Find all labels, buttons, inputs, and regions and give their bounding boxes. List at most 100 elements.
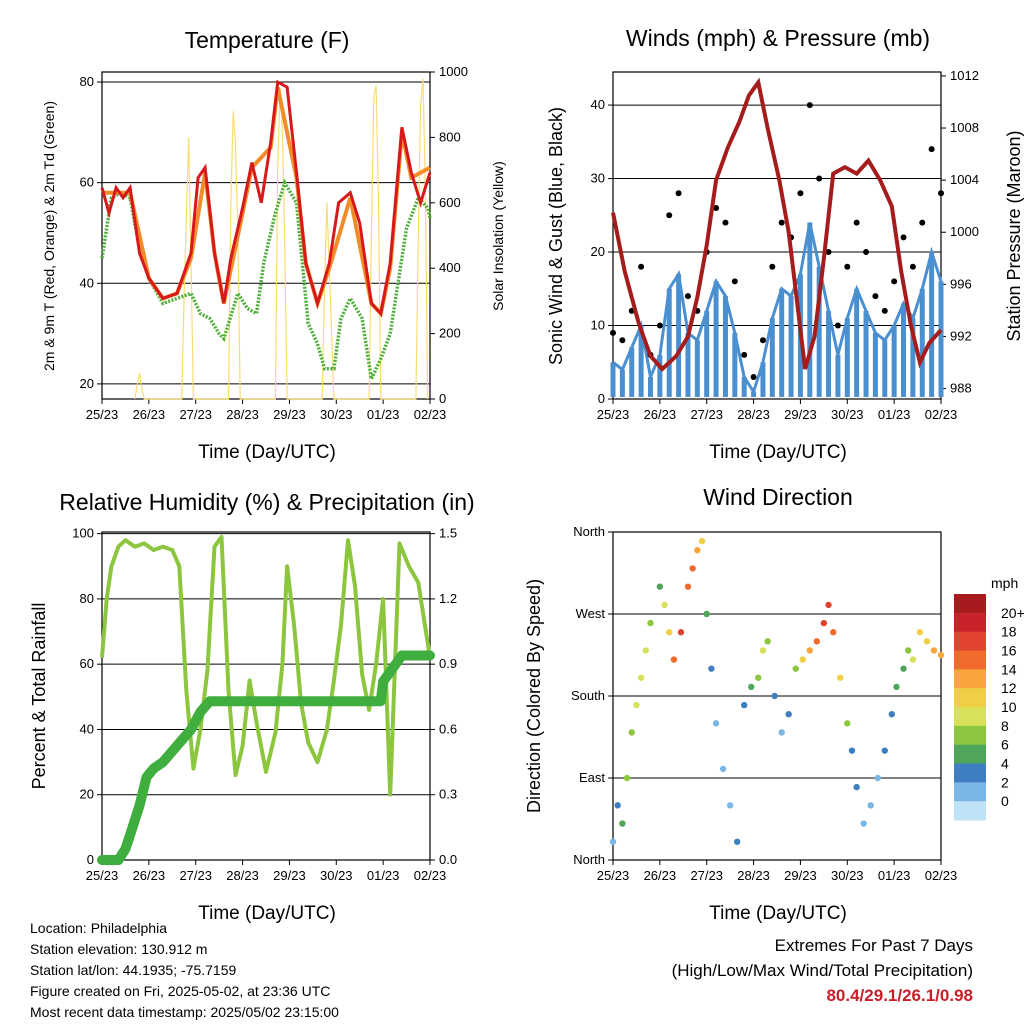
figure-created: Figure created on Fri, 2025-05-02, at 23… bbox=[30, 983, 331, 999]
x-tick-label: 26/23 bbox=[133, 407, 166, 422]
direction-point bbox=[755, 674, 762, 681]
direction-point bbox=[844, 720, 851, 727]
solar-insolation-line bbox=[134, 78, 429, 400]
direction-point bbox=[637, 674, 645, 681]
gust-point bbox=[938, 190, 944, 197]
y2-tick-label: 988 bbox=[950, 381, 972, 396]
x-tick-label: 29/23 bbox=[784, 868, 817, 883]
y-tick-label: South bbox=[571, 688, 605, 703]
y2-tick-label: 1012 bbox=[950, 68, 979, 83]
y-tick-label: 100 bbox=[72, 526, 94, 541]
direction-point bbox=[609, 838, 617, 845]
x-tick-label: 26/23 bbox=[133, 868, 166, 883]
legend-swatch bbox=[954, 763, 986, 783]
direction-point bbox=[905, 647, 912, 654]
direction-point bbox=[937, 651, 945, 659]
y-tick-label: 20 bbox=[591, 244, 605, 259]
y-axis-label: Percent & Total Rainfall bbox=[29, 603, 49, 790]
recent-timestamp: Most recent data timestamp: 2025/05/02 2… bbox=[30, 1004, 339, 1020]
x-tick-label: 01/23 bbox=[367, 868, 400, 883]
legend-label: 14 bbox=[1001, 661, 1017, 677]
legend-swatch bbox=[954, 725, 986, 746]
gust-point bbox=[806, 102, 813, 109]
wind-line bbox=[612, 222, 943, 396]
y2-tick-label: 0.0 bbox=[439, 852, 457, 867]
direction-point bbox=[759, 647, 767, 654]
y2-tick-label: 200 bbox=[439, 326, 461, 341]
gust-point bbox=[881, 307, 888, 314]
plot-frame bbox=[101, 531, 431, 861]
direction-point bbox=[633, 701, 640, 709]
legend-label: 18 bbox=[1001, 624, 1017, 640]
gust-point bbox=[619, 337, 626, 344]
legend-swatch bbox=[954, 612, 986, 633]
direction-point bbox=[642, 647, 649, 654]
y2-axis-label: Solar Insolation (Yellow) bbox=[490, 161, 506, 311]
direction-point bbox=[785, 711, 792, 718]
x-tick-label: 02/23 bbox=[414, 868, 447, 883]
station-location: Location: Philadelphia bbox=[30, 920, 167, 936]
pressure-line bbox=[611, 77, 943, 372]
gust-point bbox=[638, 263, 645, 270]
y-tick-label: West bbox=[576, 606, 606, 621]
extremes-title: Extremes For Past 7 Days bbox=[774, 936, 973, 955]
direction-point bbox=[703, 610, 710, 618]
y-tick-label: 60 bbox=[80, 175, 94, 190]
x-tick-label: 25/23 bbox=[597, 407, 630, 422]
y-axis-label: 2m & 9m T (Red, Orange) & 2m Td (Green) bbox=[41, 101, 57, 371]
y-tick-label: 40 bbox=[80, 275, 94, 290]
legend-label: 16 bbox=[1001, 643, 1017, 659]
y2-tick-label: 600 bbox=[439, 195, 461, 210]
direction-point bbox=[708, 665, 715, 672]
station-info: Location: Philadelphia Station elevation… bbox=[30, 918, 339, 1023]
y-tick-label: 20 bbox=[80, 376, 94, 391]
y-tick-label: 20 bbox=[80, 787, 94, 802]
gust-point bbox=[834, 322, 841, 329]
direction-point bbox=[764, 638, 771, 645]
y2-tick-label: 800 bbox=[439, 129, 461, 144]
gust-point bbox=[769, 263, 776, 270]
extremes-subtitle: (High/Low/Max Wind/Total Precipitation) bbox=[671, 961, 973, 980]
y-tick-label: 40 bbox=[591, 97, 605, 112]
gust-point bbox=[656, 322, 663, 329]
y-tick-label: North bbox=[573, 524, 605, 539]
direction-point bbox=[666, 629, 673, 636]
direction-point bbox=[719, 765, 727, 773]
direction-point bbox=[684, 583, 692, 590]
gust-point bbox=[909, 263, 916, 270]
y2-tick-label: 1008 bbox=[950, 120, 979, 135]
direction-point bbox=[888, 711, 895, 718]
x-tick-label: 02/23 bbox=[925, 407, 958, 422]
direction-point bbox=[733, 838, 741, 845]
plot-frame bbox=[612, 531, 942, 861]
direction-point bbox=[900, 665, 907, 672]
y-tick-label: 0 bbox=[87, 852, 94, 867]
legend-label: 2 bbox=[1001, 774, 1009, 790]
temperature-panel: Temperature (F) Time (Day/UTC) 2m & 9m T… bbox=[41, 27, 506, 463]
x-axis-label: Time (Day/UTC) bbox=[709, 442, 847, 463]
legend-swatch bbox=[954, 631, 986, 651]
legend-swatch bbox=[954, 801, 986, 821]
direction-point bbox=[881, 747, 888, 754]
gust-point bbox=[919, 219, 926, 226]
panel-title: Relative Humidity (%) & Precipitation (i… bbox=[59, 489, 474, 515]
x-tick-label: 30/23 bbox=[831, 868, 864, 883]
y2-axis-label: Station Pressure (Maroon) bbox=[1004, 130, 1024, 341]
direction-point bbox=[778, 729, 785, 736]
legend-label: 8 bbox=[1001, 718, 1009, 734]
legend-swatch bbox=[954, 669, 986, 689]
direction-point bbox=[656, 583, 664, 590]
precip-line bbox=[97, 650, 435, 865]
direction-point bbox=[694, 547, 701, 554]
direction-point bbox=[741, 701, 748, 709]
x-axis-label: Time (Day/UTC) bbox=[198, 903, 336, 924]
panel-title: Wind Direction bbox=[703, 484, 853, 510]
direction-point bbox=[647, 619, 654, 627]
x-tick-label: 29/23 bbox=[273, 868, 306, 883]
direction-point bbox=[830, 629, 837, 636]
gust-point bbox=[684, 293, 691, 300]
legend-label: 12 bbox=[1001, 680, 1017, 696]
x-tick-label: 27/23 bbox=[179, 868, 212, 883]
gust-point bbox=[816, 175, 823, 182]
